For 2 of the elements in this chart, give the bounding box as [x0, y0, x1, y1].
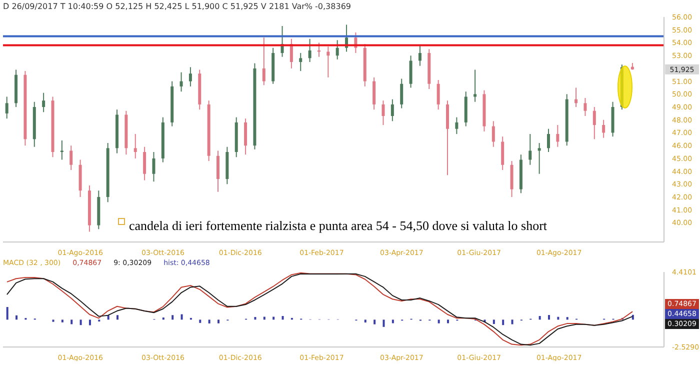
annotation: candela di ieri fortemente rialzista e punta area 54 - 54,50 dove si valuta lo short [129, 218, 548, 233]
chart-subtitle: D 26/09/2017 T 10:40:59 O 52,125 H 52,425 L 51,900 C 51,925 V 2181 Var% -0,38369 [3, 2, 351, 11]
